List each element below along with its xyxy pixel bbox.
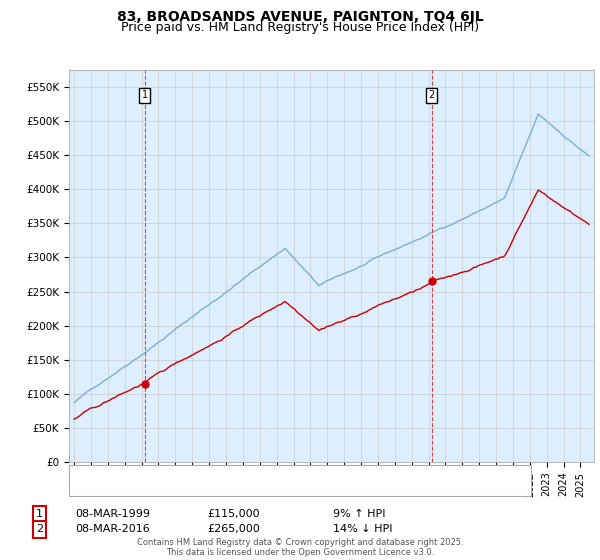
Text: £265,000: £265,000 <box>207 524 260 534</box>
Text: 83, BROADSANDS AVENUE, PAIGNTON, TQ4 6JL (detached house): 83, BROADSANDS AVENUE, PAIGNTON, TQ4 6JL… <box>78 469 419 479</box>
Text: 08-MAR-1999: 08-MAR-1999 <box>75 509 150 519</box>
Text: Price paid vs. HM Land Registry's House Price Index (HPI): Price paid vs. HM Land Registry's House … <box>121 21 479 34</box>
Text: 2: 2 <box>36 524 43 534</box>
Text: HPI: Average price, detached house, Torbay: HPI: Average price, detached house, Torb… <box>78 482 305 492</box>
Text: 9% ↑ HPI: 9% ↑ HPI <box>333 509 385 519</box>
Text: 14% ↓ HPI: 14% ↓ HPI <box>333 524 392 534</box>
Text: 83, BROADSANDS AVENUE, PAIGNTON, TQ4 6JL: 83, BROADSANDS AVENUE, PAIGNTON, TQ4 6JL <box>116 10 484 24</box>
Text: £115,000: £115,000 <box>207 509 260 519</box>
Text: 1: 1 <box>142 91 148 100</box>
Text: 1: 1 <box>36 509 43 519</box>
Text: 2: 2 <box>428 91 435 100</box>
Text: 08-MAR-2016: 08-MAR-2016 <box>75 524 150 534</box>
Text: Contains HM Land Registry data © Crown copyright and database right 2025.
This d: Contains HM Land Registry data © Crown c… <box>137 538 463 557</box>
